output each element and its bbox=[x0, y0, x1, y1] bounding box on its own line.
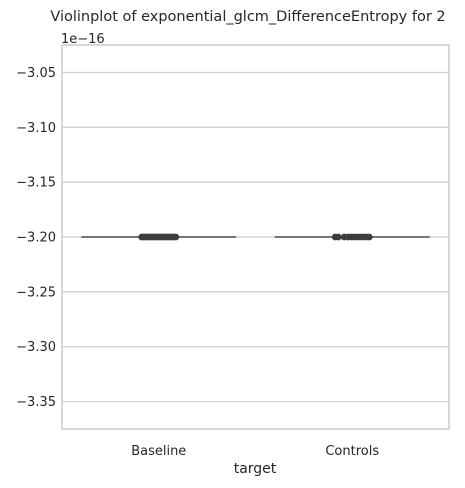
y-tick-label: −3.15 bbox=[16, 176, 56, 191]
x-tick-label: Controls bbox=[325, 444, 379, 459]
y-offset-text: 1e−16 bbox=[61, 32, 105, 47]
points-controls bbox=[331, 233, 373, 241]
points-baseline bbox=[138, 233, 180, 241]
y-tick-label: −3.30 bbox=[16, 340, 56, 355]
x-axis-label: target bbox=[234, 461, 277, 477]
x-tick-label: Baseline bbox=[131, 444, 186, 459]
x-tick-labels: Baseline Controls bbox=[131, 444, 379, 459]
y-tick-label: −3.10 bbox=[16, 121, 56, 136]
y-tick-label: −3.05 bbox=[16, 66, 56, 81]
chart-title: Violinplot of exponential_glcm_Differenc… bbox=[50, 9, 445, 25]
violin-series bbox=[81, 233, 430, 241]
data-point bbox=[365, 233, 373, 241]
y-tick-label: −3.25 bbox=[16, 285, 56, 300]
plot-frame bbox=[61, 44, 450, 430]
y-tick-label: −3.20 bbox=[16, 231, 56, 246]
y-tick-labels: −3.05 −3.10 −3.15 −3.20 −3.25 −3.30 −3.35 bbox=[16, 66, 56, 410]
data-point bbox=[334, 233, 342, 241]
data-point bbox=[172, 233, 180, 241]
y-tick-label: −3.35 bbox=[16, 395, 56, 410]
